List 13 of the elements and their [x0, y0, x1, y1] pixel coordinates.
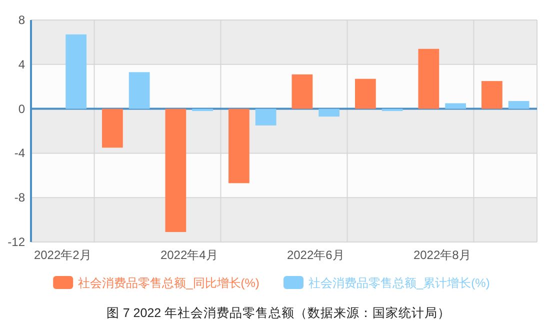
x-tick-label: 2022年6月 [286, 248, 344, 262]
y-tick-label: 0 [18, 102, 26, 116]
x-tick-label: 2022年2月 [34, 248, 92, 262]
y-tick-label: 4 [18, 57, 26, 72]
legend-label: 社会消费品零售总额_累计增长(%) [308, 276, 490, 290]
text: 图 7 2022 年社会消费品零售总额（数据来源：国家统计局） [106, 305, 451, 320]
legend-label: 社会消费品零售总额_同比增长(%) [78, 276, 260, 290]
x-tick-label: 2022年4月 [160, 248, 218, 262]
y-tick-label: 8 [18, 13, 26, 27]
y-tick-label: -12 [8, 235, 26, 249]
x-tick-label: 2022年8月 [413, 248, 471, 262]
y-tick-label: -4 [14, 146, 26, 160]
y-tick-label: -8 [14, 190, 26, 205]
